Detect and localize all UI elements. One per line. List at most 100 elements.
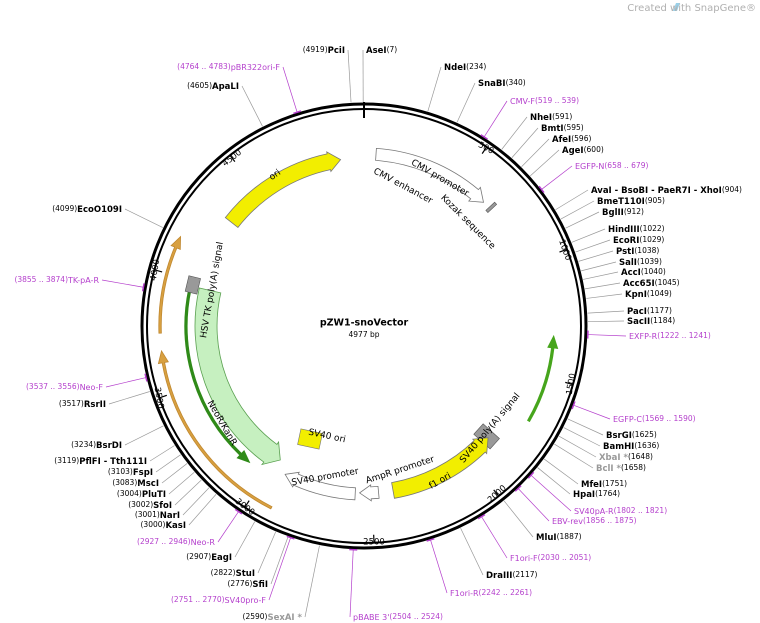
primer-name: pBABE 3' [353,613,389,622]
enzyme-leader [554,443,594,469]
tick-label: 500 [476,140,495,156]
enzyme-site: (2822) [211,568,236,577]
enzyme-label: Acc65I(1045) [623,278,680,289]
enzyme-site: (1045) [655,278,680,287]
primer-name: TK-pA-R [67,276,99,285]
f1ori-arrow [391,437,489,499]
map-name: pZW1-snoVector [320,318,409,329]
enzyme-leader [575,239,611,253]
primer-label: EBV-rev(1856 .. 1875) [552,516,637,526]
primer-leader [481,516,508,559]
enzyme-name: SnaBI [478,79,506,89]
primer-bar [426,537,435,542]
enzyme-leader [563,427,601,447]
enzyme-label: BclI *(1658) [596,463,646,474]
primer-name: SV40pA-R [574,507,614,516]
enzyme-site: (1177) [647,306,672,315]
enzyme-leader [460,527,484,576]
primer-name: EXFP-R [629,332,658,341]
enzyme-site: (904) [722,185,742,194]
enzyme-name: FspI [133,468,153,478]
primer-label: CMV-F(519 .. 539) [510,96,579,106]
tick-label: 2500 [363,538,385,548]
enzyme-leader [511,127,539,158]
enzyme-label: (3119)PflFI - Tth111I [54,456,147,467]
enzyme-name: KasI [165,521,186,531]
ori-arrow [224,151,342,229]
feature-label: SV40 poly(A) signal [458,391,522,465]
primer-bar [571,401,576,410]
enzyme-name: XbaI * [599,453,628,463]
primer-label: (3855 .. 3874)TK-pA-R [14,275,99,285]
enzyme-leader [587,320,625,323]
enzyme-name: BamHI [603,442,634,452]
primer-range: (4764 .. 4783) [177,62,231,71]
enzyme-label: KpnI(1049) [625,289,672,300]
primer-bar [141,283,145,292]
enzyme-label: (2776)SfiI [227,579,268,590]
kozak-box [485,201,498,213]
primer-bar [293,110,302,115]
enzyme-leader [501,116,528,150]
primer-bar [234,508,243,515]
enzyme-site: (3001) [135,510,160,519]
enzyme-label: SalI(1039) [619,257,662,268]
tick-mark [565,381,574,386]
egfp-line [526,334,559,423]
enzyme-name: PstI [616,247,634,257]
enzyme-name: BsrDI [96,441,122,451]
enzyme-site: (4605) [187,81,212,90]
primer-label: pBABE 3'(2504 .. 2524) [353,612,443,622]
enzyme-name: RsrII [84,400,106,410]
enzyme-name: NarI [160,511,180,521]
enzyme-name: HpaI [573,490,595,500]
primer-range: (3855 .. 3874) [14,275,68,284]
enzyme-label: (3002)SfoI [128,500,172,511]
enzyme-label: AseI(7) [366,45,397,56]
enzyme-name: SfoI [153,501,172,511]
sv40-promoter-arrow [284,471,356,501]
enzyme-label: BamHI(1636) [603,441,659,452]
enzyme-site: (340) [506,78,526,87]
primer-leader [530,475,572,512]
primer-label: (2751 .. 2770)SV40pro-F [171,595,266,605]
enzyme-leader [234,521,256,558]
enzyme-leader [427,66,442,112]
enzyme-site: (3103) [108,467,133,476]
enzyme-leader [587,310,625,314]
ampr-promoter-arrow [358,484,380,502]
orange-line-2 [157,349,273,510]
enzyme-leader [456,82,476,123]
primer-bar [480,134,488,140]
tick-mark [229,154,236,163]
enzyme-site: (595) [564,123,584,132]
enzyme-name: NheI [530,113,552,123]
enzyme-leader [565,211,600,229]
enzyme-name: EcoRI [613,236,639,246]
enzyme-label: (3000)KasI [141,520,187,531]
neor-arrow [194,287,281,466]
enzyme-site: (912) [624,207,644,216]
enzyme-leader [581,261,617,272]
enzyme-site: (1751) [602,479,627,488]
primer-label: SV40pA-R(1802 .. 1821) [574,506,667,516]
enzyme-name: EcoO109I [77,205,122,215]
enzyme-name: AseI [366,46,387,56]
primer-range: (2242 .. 2261) [479,588,533,597]
enzyme-leader [182,487,210,516]
enzyme-label: (2907)EagI [186,552,232,563]
enzyme-name: BmeT110I [597,197,645,207]
enzyme-site: (1039) [637,257,662,266]
enzyme-name: ApaLI [212,82,239,92]
primer-leader [430,539,448,594]
enzyme-site: (3004) [117,489,142,498]
enzyme-label: PacI(1177) [627,306,672,317]
enzyme-site: (2907) [186,552,211,561]
enzyme-site: (1764) [595,489,620,498]
enzyme-leader [161,463,188,484]
enzyme-site: (1648) [628,452,653,461]
enzyme-site: (1184) [650,316,675,325]
enzyme-label: (3001)NarI [135,510,180,521]
enzyme-label: (4919)PciI [303,45,345,56]
primer-range: (1802 .. 1821) [614,506,668,515]
